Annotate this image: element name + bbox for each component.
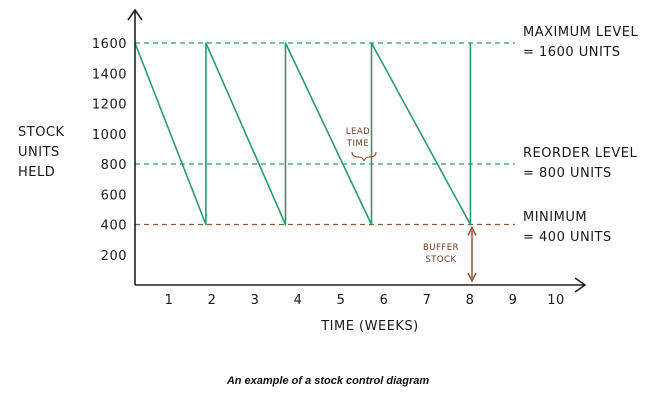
buffer-stock-label-line-2: STOCK xyxy=(425,255,456,265)
axis-titles: TIME (WEEKS) STOCK UNITS HELD xyxy=(18,125,419,334)
y-tick-label-1400: 1400 xyxy=(92,67,127,82)
x-axis-title: TIME (WEEKS) xyxy=(320,319,419,334)
x-tick-label-5: 5 xyxy=(337,293,346,308)
y-tick-label-600: 600 xyxy=(101,188,127,203)
y-tick-label-800: 800 xyxy=(101,158,127,173)
reference-label-800-line-2: = 800 UNITS xyxy=(523,166,612,181)
y-tick-label-1000: 1000 xyxy=(92,128,127,143)
y-axis-arrowhead xyxy=(127,8,143,21)
x-tick-label-8: 8 xyxy=(466,293,475,308)
reference-label-400-line-1: MINIMUM xyxy=(523,210,587,225)
buffer-stock-arrowhead-bottom xyxy=(467,272,477,283)
lead-time-label-line-1: LEAD xyxy=(346,127,370,137)
reference-labels: MAXIMUM LEVEL = 1600 UNITS REORDER LEVEL = … xyxy=(523,25,638,245)
x-tick-label-2: 2 xyxy=(208,293,217,308)
reference-label-1600-line-1: MAXIMUM LEVEL xyxy=(523,25,638,40)
x-tick-label-3: 3 xyxy=(251,293,260,308)
x-tick-label-10: 10 xyxy=(547,293,565,308)
x-tick-label-4: 4 xyxy=(294,293,303,308)
axes xyxy=(127,8,587,293)
y-tick-label-400: 400 xyxy=(101,219,127,234)
stock-series xyxy=(134,42,472,226)
reference-label-400-line-2: = 400 UNITS xyxy=(523,230,612,245)
annotations: LEAD TIME BUFFER STOCK xyxy=(346,127,477,283)
lead-time-label-line-2: TIME xyxy=(346,139,369,149)
reference-label-1600-line-2: = 1600 UNITS xyxy=(523,45,621,60)
buffer-stock-label-line-1: BUFFER xyxy=(423,243,459,253)
x-tick-label-1: 1 xyxy=(165,293,174,308)
y-tick-label-1600: 1600 xyxy=(92,37,127,52)
reference-label-800-line-1: REORDER LEVEL xyxy=(523,146,637,161)
x-tick-label-6: 6 xyxy=(380,293,389,308)
tick-labels: 200 400 600 800 1000 1200 1400 1600 1 2 3 4 5 6 7 8 9 10 xyxy=(92,37,565,308)
y-tick-label-200: 200 xyxy=(101,249,127,264)
y-tick-label-1200: 1200 xyxy=(92,98,127,113)
x-tick-label-7: 7 xyxy=(423,293,432,308)
buffer-stock-arrowhead-top xyxy=(467,225,477,236)
figure-caption: An example of a stock control diagram xyxy=(226,375,430,387)
y-axis-title-line-1: STOCK xyxy=(18,125,65,140)
reference-lines xyxy=(135,42,515,226)
lead-time-brace xyxy=(351,151,377,162)
y-axis-title-line-3: HELD xyxy=(18,165,55,180)
stock-line xyxy=(134,42,472,226)
y-axis-title-line-2: UNITS xyxy=(18,145,60,160)
x-axis-arrowhead xyxy=(574,277,587,293)
x-tick-label-9: 9 xyxy=(509,293,518,308)
